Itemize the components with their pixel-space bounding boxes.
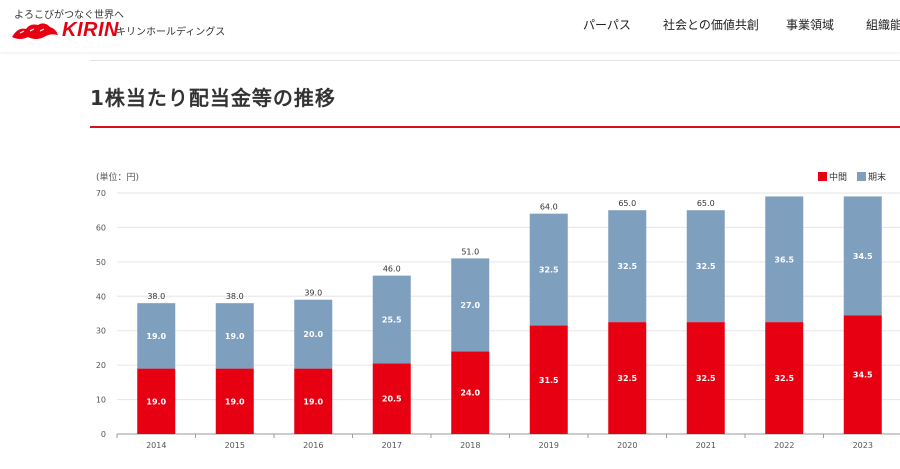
bar-segment-interim bbox=[529, 325, 568, 434]
total-value-label: 64.0 bbox=[540, 203, 558, 212]
bar-segment-final bbox=[608, 210, 647, 323]
bar-segment-final bbox=[294, 299, 333, 369]
x-tick-label: 2023 bbox=[853, 441, 873, 450]
title-underline bbox=[90, 126, 900, 128]
total-value-label: 39.0 bbox=[304, 289, 322, 298]
unit-label: (単位：円) bbox=[96, 171, 139, 183]
bar-segment-final bbox=[451, 258, 490, 352]
legend-swatch-final bbox=[857, 172, 866, 181]
segment-value-label: 24.0 bbox=[460, 389, 480, 398]
legend-swatch-interim bbox=[818, 172, 827, 181]
page-title: 1株当たり配当金等の推移 bbox=[90, 86, 336, 110]
segment-value-label: 20.0 bbox=[303, 330, 323, 339]
bar-segment-interim bbox=[765, 322, 804, 434]
bar-segment-interim bbox=[451, 351, 490, 434]
header-divider bbox=[90, 60, 900, 61]
total-value-label: 38.0 bbox=[226, 292, 244, 301]
chart-legend: 中間 期末 bbox=[818, 171, 886, 183]
bar-segment-final bbox=[372, 275, 411, 364]
x-tick-label: 2022 bbox=[774, 441, 794, 450]
y-tick-label: 60 bbox=[96, 223, 106, 232]
bar-segment-interim bbox=[608, 322, 647, 434]
segment-value-label: 19.0 bbox=[146, 332, 166, 341]
total-value-label: 51.0 bbox=[461, 247, 479, 256]
y-tick-label: 0 bbox=[101, 430, 106, 439]
nav-social-value[interactable]: 社会との価値共創 bbox=[663, 18, 759, 32]
bar-segment-interim bbox=[137, 368, 176, 434]
y-tick-label: 40 bbox=[96, 292, 106, 301]
bar-segment-interim bbox=[294, 368, 333, 434]
segment-value-label: 32.5 bbox=[696, 374, 716, 383]
x-tick-label: 2016 bbox=[303, 441, 323, 450]
bar-segment-interim bbox=[686, 322, 725, 434]
x-tick-label: 2018 bbox=[460, 441, 480, 450]
segment-value-label: 19.0 bbox=[225, 332, 245, 341]
segment-value-label: 32.5 bbox=[774, 374, 794, 383]
x-axis: 2014 2015 2016 2017 2018 2019 2020 2021 2022 2023 bbox=[116, 434, 873, 450]
y-axis: 0 10 20 30 40 50 60 70 bbox=[96, 189, 106, 439]
kirin-logo[interactable]: よろこびがつなぐ世界へ KIRIN キリンホールディングス bbox=[8, 6, 225, 46]
bar-segment-final bbox=[215, 303, 254, 369]
segment-value-label: 19.0 bbox=[146, 397, 166, 406]
x-tick-label: 2019 bbox=[539, 441, 559, 450]
x-tick-label: 2015 bbox=[225, 441, 245, 450]
bar-segment-final bbox=[686, 210, 725, 323]
segment-value-label: 32.5 bbox=[617, 262, 637, 271]
dividend-chart: (単位：円) 中間 期末 0 10 20 30 40 50 60 70 19.0 19.0 38.0… bbox=[96, 171, 900, 450]
chart-bars: 19.0 19.0 38.0 19.0 19.0 38.0 19.0 20.0 39.0 20.5… bbox=[137, 196, 882, 434]
nav-business-areas[interactable]: 事業領域 bbox=[786, 18, 835, 32]
x-tick-label: 2020 bbox=[617, 441, 637, 450]
segment-value-label: 34.5 bbox=[853, 371, 873, 380]
kirin-emblem-icon bbox=[12, 23, 58, 39]
bar-segment-interim bbox=[843, 315, 882, 434]
segment-value-label: 34.5 bbox=[853, 252, 873, 261]
segment-value-label: 32.5 bbox=[696, 262, 716, 271]
y-tick-label: 50 bbox=[96, 258, 106, 267]
y-tick-label: 10 bbox=[96, 396, 106, 405]
x-tick-label: 2014 bbox=[146, 441, 166, 450]
segment-value-label: 27.0 bbox=[460, 301, 480, 310]
legend-label-final: 期末 bbox=[868, 171, 886, 183]
logo-tagline: よろこびがつなぐ世界へ bbox=[14, 10, 124, 21]
total-value-label: 38.0 bbox=[147, 292, 165, 301]
y-tick-label: 70 bbox=[96, 189, 106, 198]
x-tick-label: 2017 bbox=[382, 441, 402, 450]
segment-value-label: 32.5 bbox=[617, 374, 637, 383]
bar-segment-final bbox=[529, 213, 568, 326]
segment-value-label: 36.5 bbox=[774, 255, 794, 264]
total-value-label: 65.0 bbox=[618, 199, 636, 208]
total-value-label: 46.0 bbox=[383, 265, 401, 274]
company-name: キリンホールディングス bbox=[116, 27, 226, 38]
nav-purpose[interactable]: パーパス bbox=[583, 18, 631, 32]
brand-wordmark: KIRIN bbox=[62, 19, 119, 41]
total-value-label: 65.0 bbox=[697, 199, 715, 208]
segment-value-label: 19.0 bbox=[303, 397, 323, 406]
bar-segment-final bbox=[137, 303, 176, 369]
x-tick-label: 2021 bbox=[696, 441, 716, 450]
site-header: よろこびがつなぐ世界へ KIRIN キリンホールディングス パーパス 社会との価… bbox=[0, 0, 900, 52]
legend-label-interim: 中間 bbox=[829, 171, 847, 183]
bar-segment-interim bbox=[215, 368, 254, 434]
segment-value-label: 19.0 bbox=[225, 397, 245, 406]
bar-segment-final bbox=[843, 196, 882, 316]
bar-segment-interim bbox=[372, 363, 411, 434]
segment-value-label: 32.5 bbox=[539, 266, 559, 275]
bar-segment-final bbox=[765, 196, 804, 323]
segment-value-label: 31.5 bbox=[539, 376, 559, 385]
nav-organization[interactable]: 組織能 bbox=[866, 18, 900, 32]
y-tick-label: 30 bbox=[96, 327, 106, 336]
segment-value-label: 20.5 bbox=[382, 395, 402, 404]
y-tick-label: 20 bbox=[96, 361, 106, 370]
segment-value-label: 25.5 bbox=[382, 316, 402, 325]
